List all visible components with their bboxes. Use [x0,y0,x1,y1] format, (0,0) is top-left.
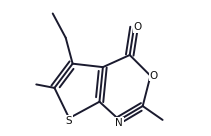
Text: N: N [115,118,123,128]
Text: O: O [133,22,142,32]
Text: S: S [66,116,73,126]
Text: O: O [149,71,158,81]
